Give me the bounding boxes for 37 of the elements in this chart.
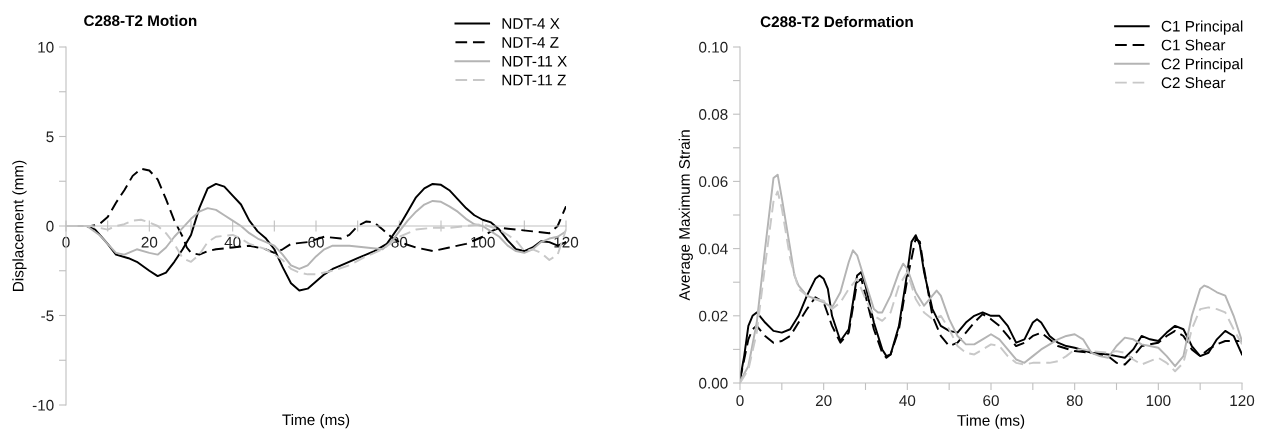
y-tick-label: 0.02 (699, 310, 728, 322)
y-tick-label: 0.10 (699, 41, 728, 53)
legend-label: NDT-4 X (502, 18, 560, 29)
y-tick-label: -10 (32, 399, 54, 411)
y-tick-label: 10 (38, 41, 54, 53)
chart-title: C288-T2 Motion (84, 14, 197, 27)
y-tick-label: 0.06 (699, 176, 728, 188)
y-tick-label: 5 (46, 131, 54, 143)
y-tick-label: 0.08 (699, 109, 728, 120)
legend-label: C2 Principal (1161, 58, 1243, 73)
y-axis-title: Displacement (mm) (12, 160, 27, 291)
x-axis-title: Time (ms) (957, 414, 1025, 429)
legend-label: C2 Shear (1161, 76, 1226, 89)
x-tick-label: 40 (899, 395, 916, 407)
x-tick-label: 80 (1066, 395, 1083, 407)
x-axis-title: Time (ms) (282, 413, 350, 429)
chart-title: C288-T2 Deformation (760, 15, 913, 28)
x-tick-label: 0 (62, 236, 70, 248)
x-tick-label: 120 (1230, 395, 1255, 407)
x-tick-label: 100 (471, 236, 495, 248)
y-tick-label: 0 (46, 220, 54, 232)
y-tick-label: -5 (41, 310, 54, 322)
x-tick-label: 20 (141, 236, 158, 248)
x-tick-label: 0 (736, 395, 744, 407)
legend-label: C1 Principal (1161, 20, 1243, 35)
y-tick-label: 0.00 (699, 377, 728, 389)
y-tick-label: 0.04 (699, 243, 728, 255)
x-tick-label: 20 (815, 395, 832, 407)
x-tick-label: 100 (1146, 395, 1171, 407)
y-axis-title: Average Maximum Strain (678, 130, 693, 301)
x-tick-label: 60 (983, 395, 999, 407)
legend-label: C1 Shear (1161, 39, 1226, 51)
legend-label: NDT-4 Z (502, 37, 559, 48)
legend-label: NDT-11 X (502, 56, 567, 67)
x-tick-label: 40 (224, 236, 241, 248)
x-tick-label: 120 (554, 236, 579, 248)
legend-label: NDT-11 Z (502, 74, 566, 86)
